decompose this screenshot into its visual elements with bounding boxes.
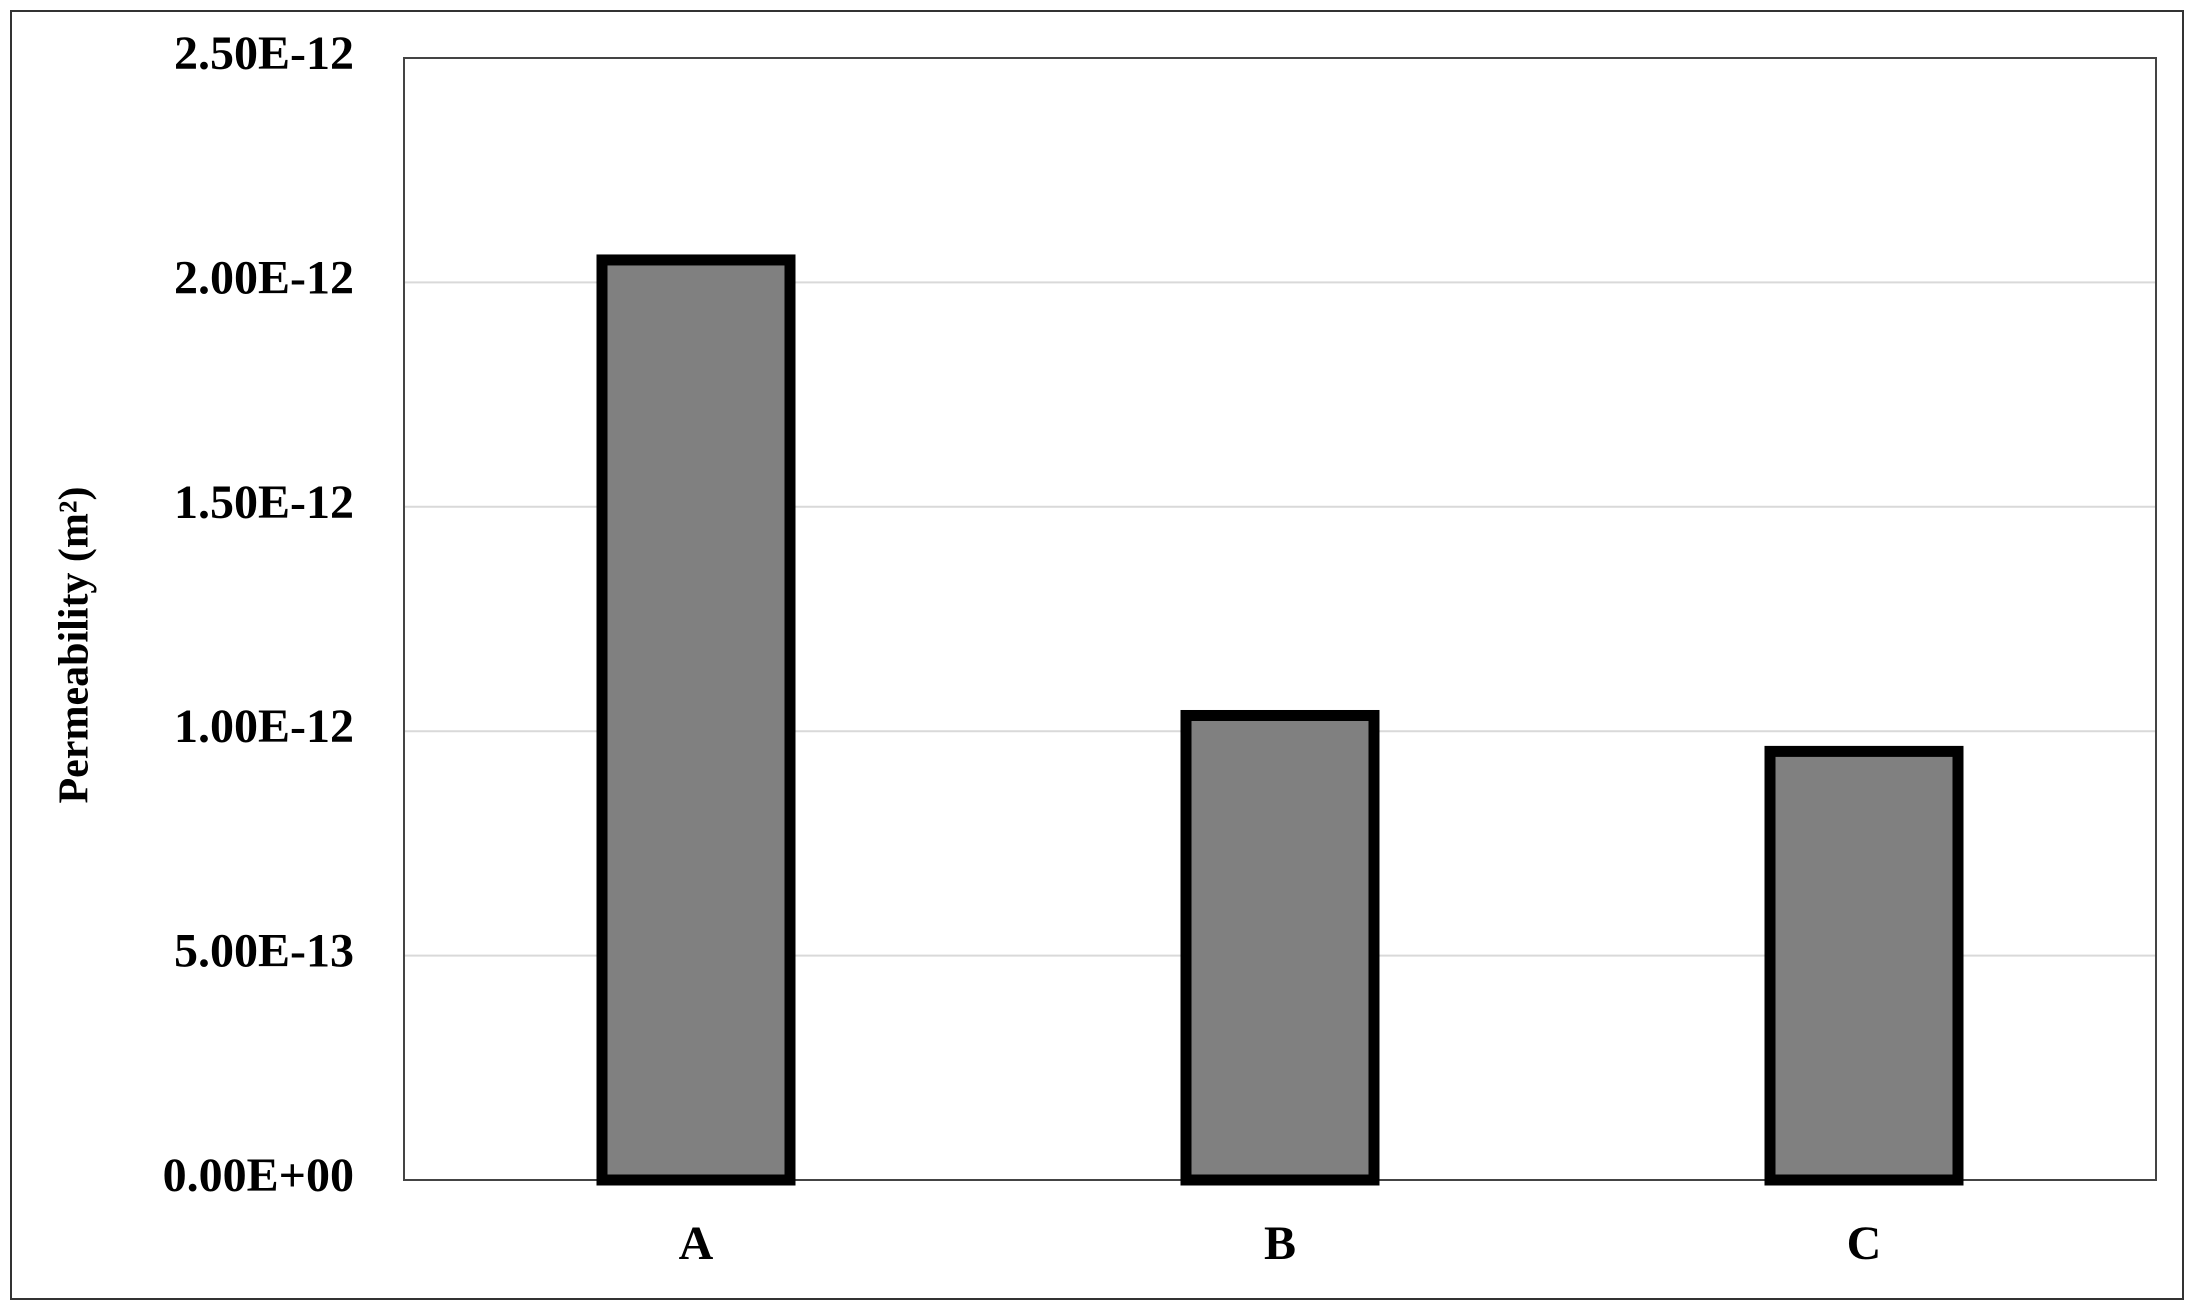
y-tick-label: 1.00E-12 <box>174 700 354 753</box>
y-tick-label: 1.50E-12 <box>174 476 354 529</box>
x-tick-label: A <box>679 1217 714 1270</box>
bar <box>1764 745 1964 1186</box>
x-tick-label: C <box>1847 1217 1882 1270</box>
y-tick-label: 2.00E-12 <box>174 251 354 304</box>
x-tick-label: B <box>1264 1217 1296 1270</box>
y-tick-label: 5.00E-13 <box>174 925 354 978</box>
y-tick-label: 2.50E-12 <box>174 27 354 80</box>
y-axis-title: Permeability (m²) <box>52 487 98 804</box>
bar <box>1180 709 1380 1186</box>
y-tick-label: 0.00E+00 <box>163 1149 354 1202</box>
bar <box>596 254 796 1186</box>
